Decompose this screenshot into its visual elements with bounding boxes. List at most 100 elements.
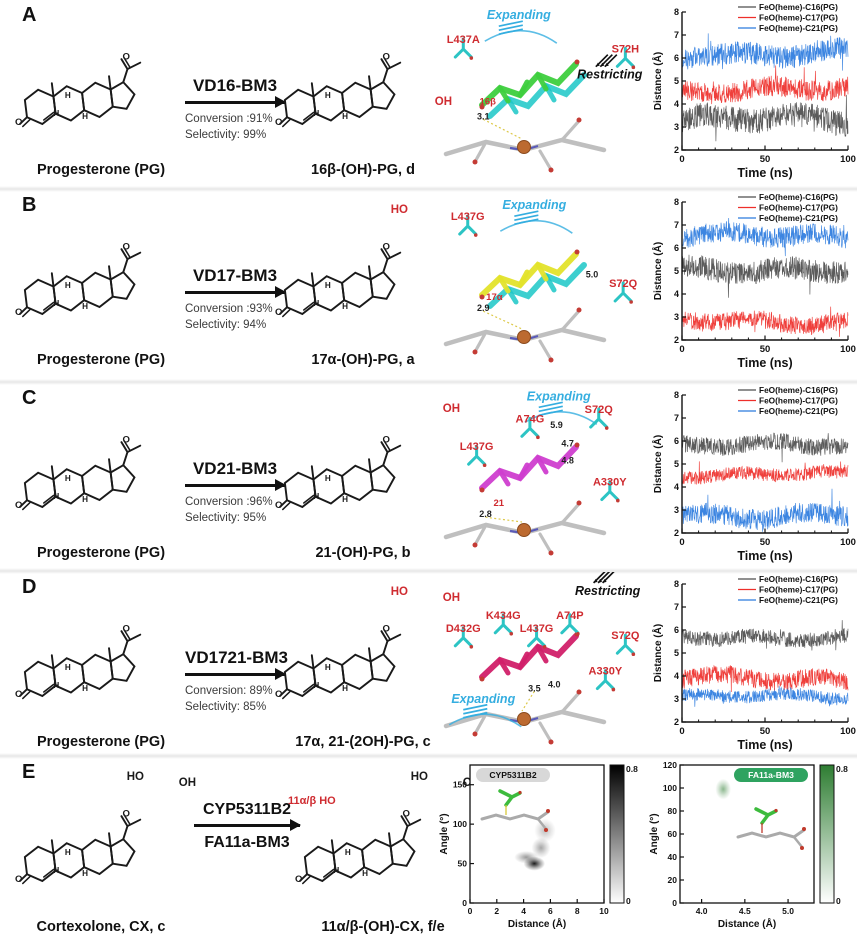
- svg-text:5.0: 5.0: [586, 270, 599, 280]
- svg-text:S72Q: S72Q: [611, 630, 640, 642]
- svg-text:8: 8: [674, 7, 679, 17]
- panel-b: B Progesterone (PG) VD17-BM3 Conversion …: [0, 190, 857, 383]
- svg-text:FeO(heme)-C21(PG): FeO(heme)-C21(PG): [759, 406, 838, 416]
- svg-text:3: 3: [674, 505, 679, 515]
- svg-text:Restricting: Restricting: [577, 68, 643, 82]
- svg-text:6: 6: [674, 243, 679, 253]
- reaction-block: VD17-BM3 Conversion :93% Selectivity: 94…: [185, 266, 286, 333]
- steroid-skeleton: [274, 622, 408, 701]
- svg-text:2: 2: [674, 145, 679, 155]
- conversion-value: Conversion: 89%: [185, 685, 273, 697]
- steroid-skeleton: [274, 50, 408, 129]
- enzyme-name: VD1721-BM3: [185, 648, 288, 667]
- svg-text:6: 6: [674, 625, 679, 635]
- hydroxyl-label: HO: [390, 586, 408, 598]
- svg-text:FeO(heme)-C16(PG): FeO(heme)-C16(PG): [759, 385, 838, 395]
- svg-text:A330Y: A330Y: [593, 477, 627, 489]
- reaction-arrow: [185, 479, 286, 491]
- panel-b-label: B: [22, 194, 37, 216]
- svg-text:FeO(heme)-C16(PG): FeO(heme)-C16(PG): [759, 2, 838, 12]
- active-site-view: Expanding L437A S72H Restricting 16β 3.1: [430, 0, 652, 186]
- svg-text:4.0: 4.0: [548, 680, 561, 690]
- selectivity-value: Selectivity: 85%: [185, 701, 267, 714]
- svg-text:Time (ns): Time (ns): [737, 166, 792, 180]
- svg-text:60: 60: [668, 829, 678, 839]
- svg-text:50: 50: [760, 344, 771, 355]
- svg-text:D432G: D432G: [446, 623, 481, 635]
- svg-text:S72Q: S72Q: [609, 278, 638, 290]
- hydroxyl-label: OH: [178, 777, 196, 789]
- svg-text:4.0: 4.0: [696, 906, 708, 916]
- svg-text:7: 7: [674, 30, 679, 40]
- svg-text:4.7: 4.7: [561, 439, 574, 449]
- md-distance-plot: 2 3 4 5 6 7 8 0 50 100 Time (ns) Distance (Å) FeO(he…: [651, 190, 857, 376]
- substrate-name: Progesterone (PG): [36, 545, 166, 561]
- svg-text:2: 2: [674, 335, 679, 345]
- panel-c: C Progesterone (PG) VD21-BM3 Conversion …: [0, 383, 857, 572]
- svg-text:4: 4: [674, 99, 679, 109]
- svg-text:Time (ns): Time (ns): [737, 549, 792, 563]
- svg-text:17α: 17α: [486, 292, 503, 303]
- product-name: 17α, 21-(2OH)-PG, c: [295, 734, 431, 750]
- panel-e: E Cortexolone, CX, c HO OH CYP5311B2 FA11…: [0, 757, 857, 942]
- svg-text:L437A: L437A: [447, 34, 480, 46]
- svg-text:7: 7: [674, 413, 679, 423]
- svg-text:120: 120: [663, 760, 677, 770]
- panel-e-label: E: [22, 761, 36, 783]
- md-distance-plot: 2 3 4 5 6 7 8 0 50 100 Time (ns) Distance (Å) FeO(he…: [651, 0, 857, 186]
- svg-text:S72H: S72H: [612, 43, 640, 55]
- svg-text:FA11a-BM3: FA11a-BM3: [748, 770, 794, 780]
- reaction-block: VD1721-BM3 Conversion: 89% Selectivity: …: [185, 648, 288, 715]
- svg-text:Expanding: Expanding: [487, 8, 551, 22]
- hydroxyl-label: HO: [390, 204, 408, 216]
- product-name: 11α/β-(OH)-CX, f/e: [321, 919, 445, 935]
- product-structure: 16β-(OH)-PG, d OH: [272, 10, 454, 180]
- steroid-skeleton: [274, 240, 408, 319]
- svg-text:Restricting: Restricting: [575, 584, 641, 598]
- svg-text:2: 2: [674, 528, 679, 538]
- hydroxyl-label: OH: [442, 592, 460, 604]
- svg-text:3.1: 3.1: [477, 111, 490, 121]
- svg-text:Distance (Å): Distance (Å): [508, 917, 566, 930]
- svg-text:2.9: 2.9: [477, 303, 490, 313]
- svg-text:Distance (Å): Distance (Å): [652, 242, 664, 300]
- product-name: 17α-(OH)-PG, a: [311, 352, 415, 368]
- svg-text:K434G: K434G: [486, 610, 521, 622]
- svg-text:FeO(heme)-C21(PG): FeO(heme)-C21(PG): [759, 213, 838, 223]
- hydroxyl-label: HO: [410, 771, 428, 783]
- svg-text:6: 6: [674, 436, 679, 446]
- svg-text:Distance (Å): Distance (Å): [718, 917, 776, 930]
- svg-text:FeO(heme)-C16(PG): FeO(heme)-C16(PG): [759, 192, 838, 202]
- enzyme-name: VD16-BM3: [192, 76, 278, 95]
- svg-text:5: 5: [674, 266, 679, 276]
- svg-text:100: 100: [840, 154, 856, 165]
- enzyme-bottom-name: FA11a-BM3: [204, 834, 290, 851]
- svg-text:A330Y: A330Y: [589, 666, 623, 678]
- density-plot-cyp5311b2: 0 2 4 6 8 10 0 50 100 150 Distance (Å) Angle (°) 0.8…: [438, 757, 646, 942]
- substrate-structure: Progesterone (PG): [12, 393, 190, 563]
- svg-text:Expanding: Expanding: [502, 198, 566, 212]
- enzyme-name: VD17-BM3: [192, 266, 278, 285]
- svg-text:0: 0: [462, 898, 467, 908]
- svg-text:4.5: 4.5: [739, 906, 751, 916]
- svg-text:20: 20: [668, 875, 678, 885]
- svg-text:10: 10: [599, 906, 609, 916]
- svg-text:4: 4: [674, 671, 679, 681]
- svg-text:0: 0: [679, 154, 684, 165]
- enzyme-name: VD21-BM3: [192, 459, 278, 478]
- md-distance-plot: 2 3 4 5 6 7 8 0 50 100 Time (ns) Distance (Å) FeO(he…: [651, 383, 857, 569]
- reaction-arrow: [185, 96, 286, 108]
- active-site-view: Expanding S72Q A74G 5.9 4.7 L437G 4.8 A330Y 21 2.…: [430, 383, 652, 569]
- panel-a: A Progesterone (PG) VD16-BM3 Conversion …: [0, 0, 857, 190]
- product-structure: 11α/β-(OH)-CX, f/e 11α/β HOHOOH: [288, 767, 480, 937]
- svg-text:150: 150: [453, 780, 467, 790]
- reaction-arrow: [194, 819, 301, 831]
- svg-text:7: 7: [674, 220, 679, 230]
- row-divider: [0, 753, 857, 759]
- active-site-view: Restricting K434G A74P D432G L437G S72Q A330Y 3…: [430, 570, 652, 758]
- svg-text:5: 5: [674, 76, 679, 86]
- reaction-block: VD16-BM3 Conversion :91% Selectivity: 99…: [185, 76, 286, 143]
- conversion-value: Conversion :96%: [185, 496, 273, 508]
- svg-text:50: 50: [458, 859, 468, 869]
- hydroxyl-label: 11α/β HO: [288, 795, 336, 807]
